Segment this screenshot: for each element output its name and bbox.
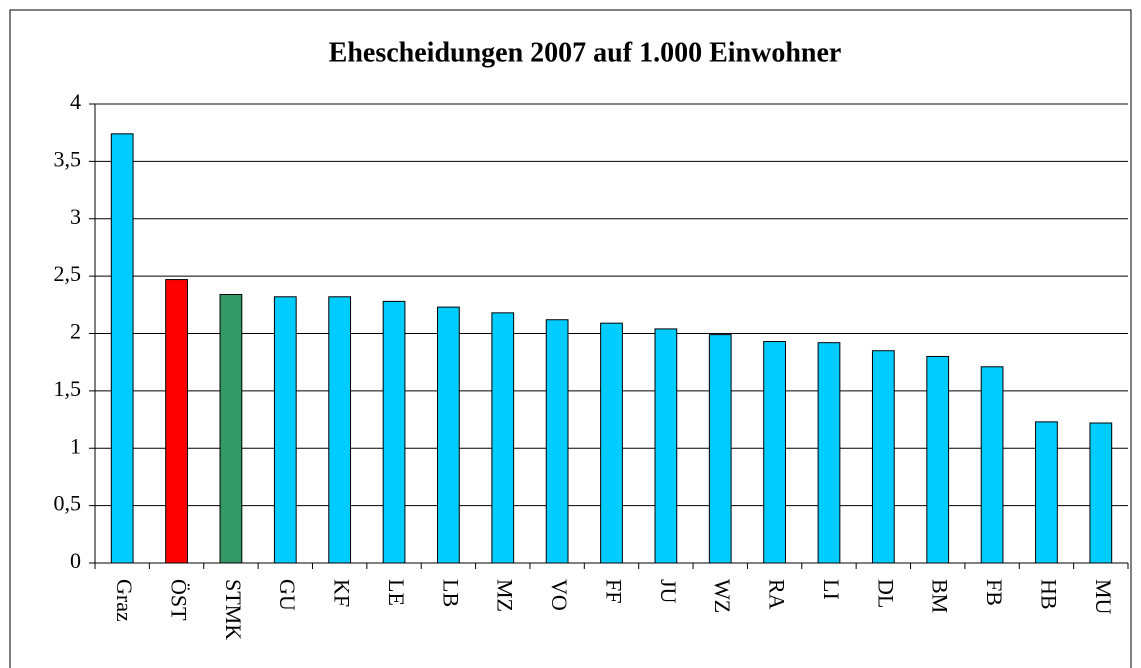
x-tick-label: RA	[765, 579, 790, 610]
bar	[328, 296, 352, 564]
x-tick-label: Graz	[112, 579, 137, 622]
bar	[382, 300, 406, 564]
x-tick-label: HB	[1036, 579, 1061, 610]
bar	[926, 355, 950, 564]
y-tick-label: 0	[70, 548, 81, 573]
x-tick-label: MZ	[493, 579, 518, 612]
y-tick-label: 0,5	[54, 491, 82, 516]
y-tick-label: 1,5	[54, 376, 82, 401]
bar	[219, 293, 243, 564]
x-tick-label: FF	[601, 579, 626, 603]
chart-title: Ehescheidungen 2007 auf 1.000 Einwohner	[329, 37, 842, 68]
x-tick-label: KF	[330, 579, 355, 607]
bar	[273, 296, 297, 564]
x-tick-label: LB	[438, 579, 463, 607]
y-tick-label: 4	[70, 89, 81, 114]
bar	[545, 319, 569, 564]
x-tick-label: STMK	[221, 579, 246, 640]
x-tick-label: JU	[656, 579, 681, 604]
x-tick-label: DL	[873, 579, 898, 608]
bar	[654, 328, 678, 564]
bar	[165, 279, 188, 564]
x-tick-label: BM	[928, 579, 953, 613]
bar	[437, 306, 460, 564]
x-tick-label: FB	[982, 579, 1007, 606]
bar	[871, 350, 895, 564]
bar	[110, 133, 134, 564]
x-tick-label: WZ	[710, 579, 735, 613]
y-tick-label: 3,5	[54, 146, 82, 171]
bar	[817, 342, 841, 564]
x-tick-label: VO	[547, 579, 572, 611]
y-tick-label: 2	[70, 319, 81, 344]
x-tick-label: LE	[384, 579, 409, 606]
bar	[763, 341, 786, 564]
y-tick-label: 3	[70, 204, 81, 229]
bar	[980, 366, 1004, 564]
x-tick-label: MU	[1091, 579, 1116, 615]
x-tick-label: ÖST	[167, 579, 192, 621]
bar	[491, 312, 515, 564]
y-tick-label: 1	[70, 433, 81, 458]
x-tick-label: LI	[819, 579, 844, 600]
bar	[1089, 422, 1113, 564]
y-tick-label: 2,5	[54, 261, 82, 286]
bar	[1035, 421, 1058, 564]
bar	[708, 334, 732, 564]
x-tick-label: GU	[275, 579, 300, 611]
bar	[600, 322, 623, 564]
